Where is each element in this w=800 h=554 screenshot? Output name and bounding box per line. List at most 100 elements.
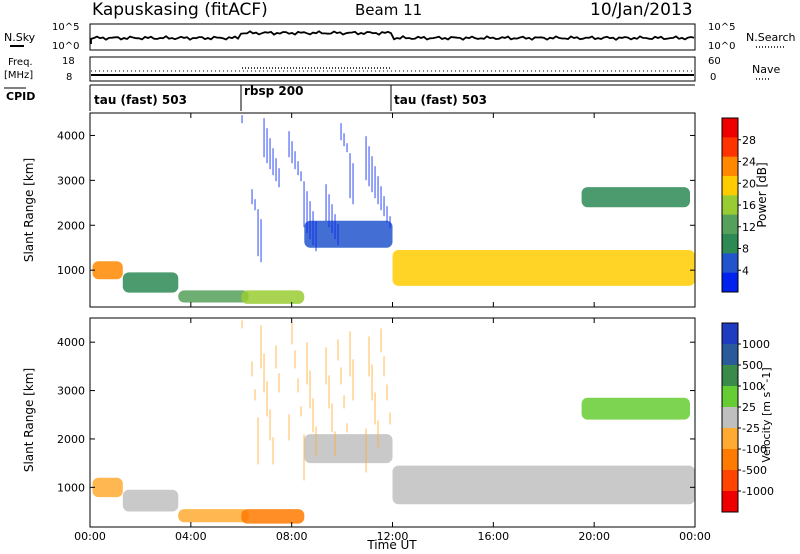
x-tick-label: 04:00 [175,530,207,543]
data-cell [389,412,391,425]
colorbar-tick-label: 12 [742,221,756,234]
y-tick-label: 3000 [57,174,85,187]
colorbar-tick-label: 20 [742,177,756,190]
data-cell [291,141,293,164]
data-cell [241,509,305,524]
data-cell [303,434,305,481]
freq-label-2: [MHz] [4,70,33,81]
colorbar-segment [722,156,738,177]
data-cell [272,437,274,465]
data-cell [340,123,342,141]
data-cell [349,331,351,377]
x-tick-label: 00:00 [679,530,711,543]
data-cell [92,261,123,280]
velocity-xlabel: Time UT [366,538,417,552]
x-tick-label: 12:00 [377,530,409,543]
data-cell [306,342,308,385]
x-tick-label: 08:00 [276,530,308,543]
data-cell [340,367,342,385]
data-cell [383,196,385,217]
data-cell [260,219,262,263]
colorbar-tick-label: 8 [742,243,749,256]
power-ylabel: Slant Range [km] [22,158,36,262]
data-cell [297,161,299,176]
data-cell [300,171,302,182]
data-cell [294,151,296,170]
data-cell [294,350,296,369]
noise-panel: N.Sky 10^5 10^0 10^5 10^0 N.Search [4,22,796,52]
data-cell [325,184,327,222]
colorbar-segment [722,253,738,274]
colorbar-tick-label: 500 [742,359,763,372]
data-cell [377,420,379,449]
data-cell [263,118,265,158]
data-cell [331,204,333,234]
data-cell [315,221,317,252]
velocity-ylabel: Slant Range [km] [22,368,36,472]
data-cell [328,375,330,409]
data-cell [346,143,348,153]
data-cell [306,191,308,234]
data-cell [343,395,345,409]
noise-left-tick-bottom: 10^0 [52,41,79,52]
cpid-segment-2: rbsp 200 [244,84,303,98]
power-panel: 1000 2000 3000 4000 Slant Range [km] 4 8 12 16… [22,112,769,308]
data-cell [383,356,385,377]
data-cell [254,389,256,401]
data-cell [581,397,690,420]
colorbar-tick-label: 16 [742,199,756,212]
data-cell [392,250,695,286]
date-title: 10/Jan/2013 [590,0,693,20]
colorbar-segment [722,176,738,196]
colorbar-segment [722,491,738,513]
velocity-colorbar: 1000 500 100 25 -25 -100 -500 -1000 [721,322,774,513]
velocity-colorbar-label: Velocity [m s^-1] [760,367,773,462]
colorbar-tick-label: 4 [742,264,749,277]
noise-sky-line [90,30,695,44]
data-cell [269,409,271,441]
data-cell [325,347,327,385]
data-cell [337,339,339,361]
freq-frame [89,56,696,82]
data-cell [122,272,179,293]
colorbar-segment [722,234,738,254]
data-cell [309,370,311,409]
data-cell [254,199,256,211]
cpid-segment-3: tau (fast) 503 [394,93,487,107]
data-cell [581,187,690,208]
data-cell [371,156,373,193]
beam-title: Beam 11 [355,1,422,19]
noise-frame [89,23,696,51]
nave-label: Nave [752,63,780,76]
data-cell [386,384,388,401]
freq-label-1: Freq. [8,57,33,68]
data-cell [257,209,259,257]
data-cell [352,359,354,401]
cpid-segment-1: tau (fast) 503 [94,93,187,107]
data-cell [275,345,277,369]
nave-tick-bottom: 0 [710,72,716,83]
colorbar-tick-label: 25 [742,401,756,414]
y-tick-label: 2000 [57,433,85,446]
station-title: Kapuskasing (fitACF) [92,0,268,20]
data-cell [275,158,277,182]
data-cell [297,378,299,393]
colorbar-segment [722,407,738,429]
y-tick-label: 1000 [57,481,85,494]
y-tick-label: 1000 [57,264,85,277]
data-cell [377,176,379,205]
colorbar-segment [722,272,738,293]
y-tick-label: 4000 [57,129,85,142]
data-cell [380,186,382,211]
colorbar-segment [722,449,738,471]
data-cell [288,131,290,158]
data-cell [288,414,290,441]
data-cell [257,417,259,465]
data-cell [92,477,123,498]
noise-left-label: N.Sky [4,31,36,44]
colorbar-segment [722,344,738,366]
colorbar-segment [722,428,738,450]
data-cell [328,194,330,228]
nave-tick-top: 60 [708,56,721,67]
data-cell [263,353,265,393]
